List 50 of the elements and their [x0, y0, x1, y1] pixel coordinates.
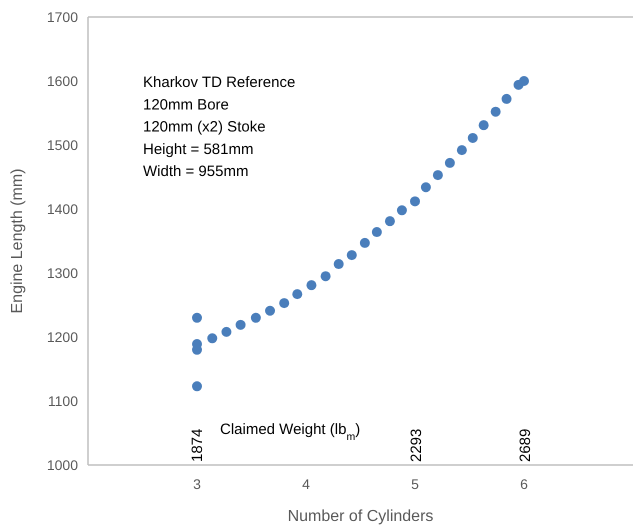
point: [444, 158, 455, 168]
point: [490, 106, 501, 117]
annotation: Kharkov TD Reference: [143, 74, 296, 91]
y-tick-label: 1000: [46, 456, 78, 473]
annotation: Width = 955mm: [143, 163, 248, 180]
point: [292, 289, 302, 300]
point: [306, 280, 316, 290]
point: [468, 132, 478, 143]
point: [250, 312, 261, 323]
point: [221, 326, 232, 337]
point: [372, 227, 382, 238]
point: [384, 216, 395, 226]
point: [396, 205, 407, 216]
point: [502, 94, 512, 104]
point: [360, 238, 370, 248]
x-tick-label: 6: [520, 476, 528, 492]
point: [320, 271, 331, 282]
annotation: Height = 581mm: [143, 140, 254, 158]
x-tick-label: 3: [193, 476, 202, 492]
point: [420, 182, 431, 192]
point: [410, 196, 420, 206]
annotation: 2293: [408, 428, 425, 462]
point: [456, 145, 467, 156]
annotation: 120mm Bore: [143, 96, 229, 114]
y-tick-label: 1400: [46, 200, 78, 217]
y-tick-label: 1200: [46, 328, 78, 345]
y-tick-label: 1700: [46, 8, 78, 25]
y-tick-label: 1100: [48, 392, 78, 409]
annotation: 2689: [517, 428, 534, 462]
point: [236, 320, 246, 330]
y-axis-title: Engine Length (mm): [9, 168, 26, 314]
annotation: Claimed Weight (lb$_{m}$): [220, 421, 360, 443]
point: [432, 170, 443, 180]
point: [346, 250, 357, 260]
x-axis-title: Number of Cylinders: [288, 508, 434, 525]
point: [265, 306, 276, 316]
annotation: 1874: [189, 428, 206, 462]
point: [334, 259, 344, 270]
x-tick-label: 5: [411, 476, 420, 492]
point: [279, 298, 290, 308]
point: [192, 312, 202, 323]
y-tick-label: 1600: [46, 72, 78, 89]
annotation: 120mm (x2) Stoke: [143, 118, 266, 136]
point: [207, 333, 218, 344]
x-tick-label: 4: [302, 476, 310, 492]
point: [192, 381, 202, 392]
y-tick-label: 1500: [46, 136, 78, 153]
point: [478, 120, 489, 130]
point: [519, 76, 529, 86]
y-tick-label: 1300: [46, 264, 78, 281]
